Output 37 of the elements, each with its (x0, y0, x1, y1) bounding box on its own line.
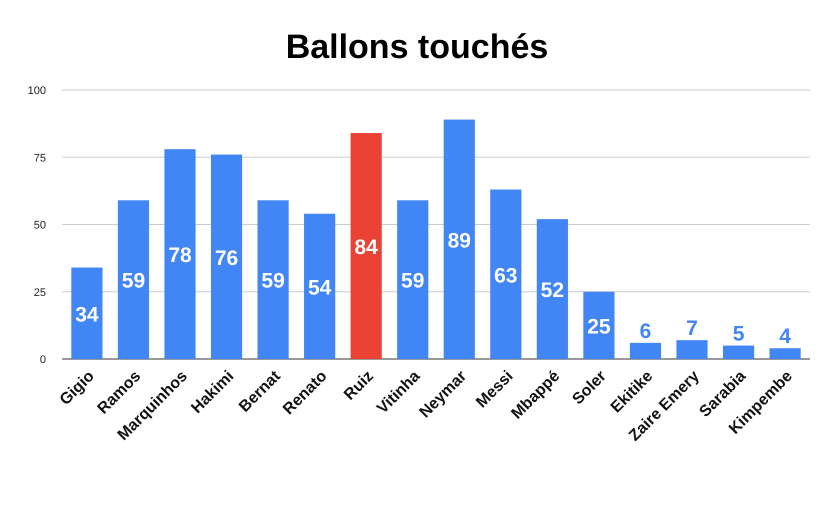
data-label: 59 (401, 270, 424, 293)
data-label: 54 (308, 276, 332, 300)
data-label: 89 (448, 229, 471, 252)
data-label: 34 (75, 303, 99, 326)
data-label: 78 (168, 244, 192, 268)
y-tick-label: 0 (40, 354, 46, 366)
data-label: 6 (640, 320, 652, 343)
bar (630, 342, 662, 359)
bar (722, 346, 754, 359)
data-label: 4 (779, 325, 792, 348)
data-label: 7 (686, 317, 698, 340)
data-label: 84 (354, 236, 378, 260)
bar (397, 200, 428, 359)
data-label: 25 (587, 315, 611, 338)
bar (350, 133, 382, 359)
bar (770, 348, 801, 359)
y-tick-label: 50 (34, 220, 46, 232)
data-label: 5 (732, 322, 745, 346)
y-tick-label: 25 (34, 286, 46, 299)
bar (444, 120, 475, 359)
bar (304, 214, 336, 359)
bar (490, 190, 522, 359)
data-label: 52 (540, 279, 564, 302)
bar (257, 200, 289, 359)
data-label: 59 (261, 270, 285, 293)
bar (71, 268, 102, 359)
data-label: 63 (494, 264, 518, 288)
y-tick-label: 75 (34, 152, 46, 164)
bar (210, 154, 242, 359)
data-label: 59 (122, 270, 146, 293)
bar (676, 340, 708, 359)
chart-title: Ballons touchés (286, 28, 548, 66)
y-tick-label: 100 (28, 85, 46, 97)
bar (536, 219, 568, 359)
bar (118, 200, 150, 359)
bar (164, 149, 196, 359)
data-label: 76 (214, 246, 238, 270)
